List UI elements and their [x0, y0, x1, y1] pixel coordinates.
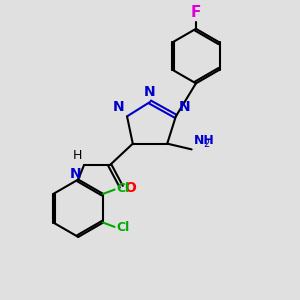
- Text: O: O: [124, 181, 136, 195]
- Text: NH: NH: [194, 134, 215, 146]
- Text: Cl: Cl: [116, 182, 129, 195]
- Text: Cl: Cl: [116, 221, 129, 234]
- Text: F: F: [191, 4, 201, 20]
- Text: H: H: [72, 149, 82, 162]
- Text: N: N: [179, 100, 190, 114]
- Text: 2: 2: [203, 139, 209, 149]
- Text: N: N: [112, 100, 124, 114]
- Text: N: N: [70, 167, 82, 181]
- Text: N: N: [144, 85, 156, 99]
